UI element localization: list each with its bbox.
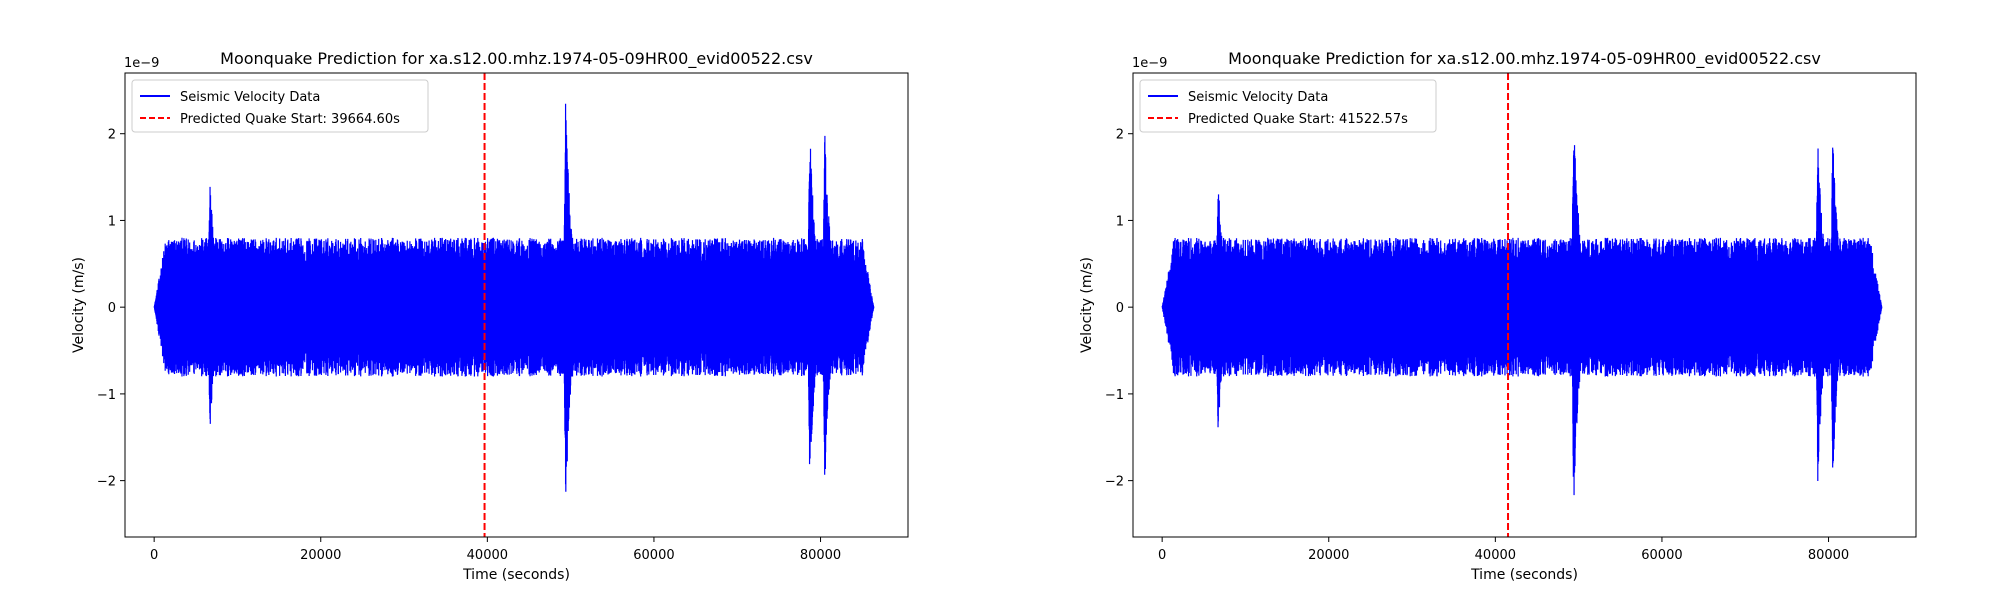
x-tick-label: 80000 (800, 548, 841, 563)
y-axis-label: Velocity (m/s) (1079, 257, 1095, 353)
legend-label-seismic: Seismic Velocity Data (1188, 90, 1328, 105)
legend-box (131, 79, 429, 133)
x-tick-label: 40000 (467, 548, 508, 563)
x-axis-label: Time (seconds) (1470, 567, 1578, 583)
y-tick-label: −1 (97, 388, 116, 403)
x-axis-label: Time (seconds) (462, 567, 570, 583)
legend: Seismic Velocity Data Predicted Quake Sta… (1139, 79, 1437, 133)
axes-frame (124, 72, 909, 538)
y-offset-label: 1e−9 (1132, 56, 1167, 71)
x-tick-label: 20000 (1308, 548, 1349, 563)
y-tick-label: 2 (108, 128, 116, 143)
y-tick-label: −2 (1105, 475, 1124, 490)
legend-label-predicted: Predicted Quake Start: 39664.60s (180, 112, 400, 127)
x-tick-label: 20000 (300, 548, 341, 563)
y-tick-label: −1 (1105, 388, 1124, 403)
legend: Seismic Velocity Data Predicted Quake Sta… (131, 79, 429, 133)
y-tick-label: 0 (108, 301, 116, 316)
x-tick-label: 60000 (1641, 548, 1682, 563)
legend-label-seismic: Seismic Velocity Data (180, 90, 320, 105)
axes-frame (1132, 72, 1917, 538)
x-tick-label: 40000 (1475, 548, 1516, 563)
y-tick-label: 2 (1116, 128, 1124, 143)
x-tick-label: 0 (150, 548, 158, 563)
x-tick-label: 60000 (633, 548, 674, 563)
x-tick-label: 0 (1158, 548, 1166, 563)
y-offset-label: 1e−9 (124, 56, 159, 71)
y-axis-label: Velocity (m/s) (71, 257, 87, 353)
chart-panel-left: Moonquake Prediction for xa.s12.00.mhz.1… (71, 49, 909, 583)
series-seismic-velocity-line (1161, 145, 1883, 496)
y-tick-label: 0 (1116, 301, 1124, 316)
y-tick-label: 1 (108, 214, 116, 229)
y-tick-label: 1 (1116, 214, 1124, 229)
x-tick-label: 80000 (1808, 548, 1849, 563)
y-tick-label: −2 (97, 475, 116, 490)
legend-box (1139, 79, 1437, 133)
chart-panel-right: Moonquake Prediction for xa.s12.00.mhz.1… (1079, 49, 1917, 583)
legend-label-predicted: Predicted Quake Start: 41522.57s (1188, 112, 1408, 127)
chart-title: Moonquake Prediction for xa.s12.00.mhz.1… (220, 49, 813, 69)
chart-title: Moonquake Prediction for xa.s12.00.mhz.1… (1228, 49, 1821, 69)
series-seismic-velocity-line (153, 103, 875, 492)
